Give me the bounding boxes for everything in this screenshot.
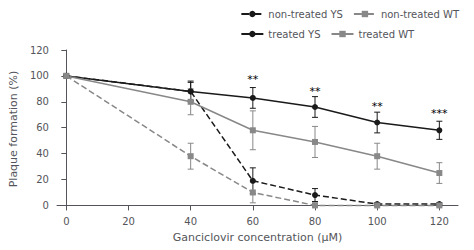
- svg-text:Plaque formation (%): Plaque formation (%): [7, 71, 20, 188]
- svg-text:60: 60: [36, 122, 49, 133]
- svg-text:80: 80: [309, 216, 322, 227]
- svg-text:20: 20: [36, 174, 49, 185]
- svg-text:**: **: [372, 100, 384, 113]
- svg-text:40: 40: [36, 148, 49, 159]
- svg-text:***: ***: [431, 107, 448, 120]
- svg-text:80: 80: [36, 96, 49, 107]
- svg-text:**: **: [247, 73, 259, 86]
- svg-text:60: 60: [246, 216, 259, 227]
- svg-text:non-treated WT: non-treated WT: [381, 9, 460, 20]
- svg-text:Ganciclovir concentration (μM): Ganciclovir concentration (μM): [173, 231, 343, 244]
- svg-text:0: 0: [63, 216, 69, 227]
- svg-text:120: 120: [30, 45, 49, 56]
- svg-text:non-treated YS: non-treated YS: [268, 9, 343, 20]
- svg-text:120: 120: [430, 216, 449, 227]
- svg-text:100: 100: [368, 216, 387, 227]
- svg-text:treated WT: treated WT: [359, 29, 416, 40]
- svg-text:100: 100: [30, 70, 49, 81]
- svg-text:**: **: [310, 85, 322, 98]
- svg-text:20: 20: [122, 216, 135, 227]
- svg-text:0: 0: [43, 200, 49, 211]
- svg-text:treated YS: treated YS: [268, 29, 320, 40]
- svg-text:40: 40: [184, 216, 197, 227]
